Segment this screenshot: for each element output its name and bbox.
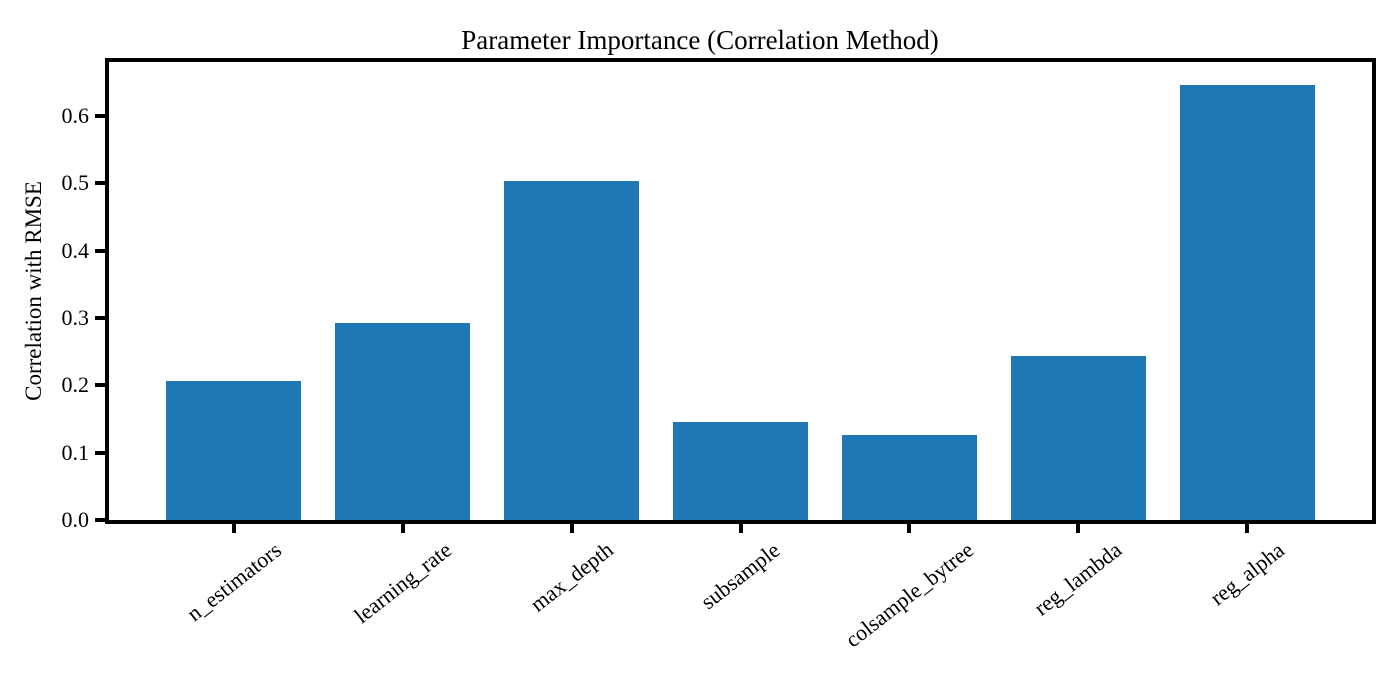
- y-tick-mark: [95, 113, 105, 118]
- bar-subsample: [672, 422, 809, 520]
- x-tick-label: learning_rate: [349, 536, 456, 629]
- y-tick-label: 0.2: [61, 372, 90, 398]
- y-tick-mark: [95, 383, 105, 388]
- y-tick-mark: [95, 248, 105, 253]
- x-tick-label: reg_alpha: [1204, 537, 1289, 611]
- x-tick-label: subsample: [695, 537, 785, 614]
- bar-colsample_bytree: [841, 435, 977, 520]
- x-tick-mark: [1245, 524, 1250, 533]
- x-tick-mark: [569, 524, 574, 533]
- x-tick-label: reg_lambda: [1029, 537, 1127, 621]
- x-tick-mark: [231, 524, 236, 533]
- y-tick-label: 0.4: [61, 237, 90, 263]
- x-tick-mark: [907, 524, 912, 533]
- bar-learning_rate: [335, 323, 471, 520]
- bar-reg_lambda: [1010, 355, 1146, 520]
- y-tick-mark: [95, 518, 105, 522]
- x-tick-mark: [1076, 524, 1081, 533]
- chart-title: Parameter Importance (Correlation Method…: [461, 25, 939, 55]
- y-tick-mark: [95, 181, 105, 186]
- y-tick-mark: [95, 315, 105, 320]
- y-tick-mark: [95, 450, 105, 455]
- y-tick-label: 0.1: [61, 439, 90, 465]
- bar-n_estimators: [166, 380, 302, 520]
- y-tick-label: 0.6: [61, 102, 90, 128]
- y-tick-label: 0.5: [61, 170, 90, 196]
- x-tick-label: colsample_bytree: [840, 536, 978, 653]
- y-axis-label: Correlation with RMSE: [21, 181, 46, 401]
- x-tick-mark: [738, 524, 743, 533]
- x-tick-label: n_estimators: [181, 536, 286, 626]
- y-tick-label: 0.3: [61, 304, 90, 330]
- bars-layer: [109, 62, 1372, 520]
- bar-reg_alpha: [1179, 84, 1315, 520]
- bar-max_depth: [504, 181, 640, 520]
- x-tick-label: max_depth: [524, 537, 618, 617]
- x-tick-mark: [400, 524, 405, 533]
- y-tick-label: 0.0: [61, 507, 90, 532]
